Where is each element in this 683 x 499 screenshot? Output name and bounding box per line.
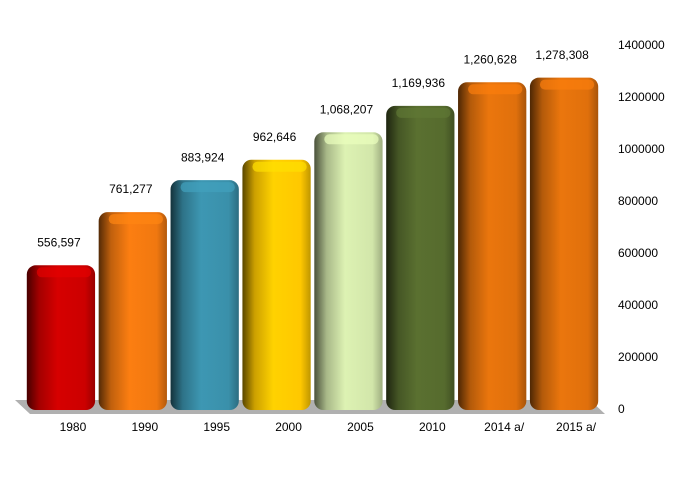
bar xyxy=(242,159,311,410)
x-tick-label: 2005 xyxy=(347,420,374,434)
y-tick-label: 1400000 xyxy=(618,38,665,52)
bar xyxy=(458,82,527,410)
bar xyxy=(529,77,599,410)
value-label: 761,277 xyxy=(109,182,153,196)
bar-top xyxy=(36,267,92,278)
y-tick-label: 200000 xyxy=(618,350,658,364)
x-tick-label: 2010 xyxy=(419,420,446,434)
bar-top xyxy=(180,182,235,193)
y-tick-label: 400000 xyxy=(618,298,658,312)
bar xyxy=(170,180,239,410)
value-label: 1,068,207 xyxy=(320,102,374,116)
x-tick-label: 2014 a/ xyxy=(484,420,525,434)
value-label: 1,260,628 xyxy=(463,52,517,66)
bar-top xyxy=(468,84,523,95)
value-label: 556,597 xyxy=(37,235,81,249)
y-tick-label: 800000 xyxy=(618,194,658,208)
y-tick-label: 1000000 xyxy=(618,142,665,156)
value-label: 1,169,936 xyxy=(392,76,446,90)
bar xyxy=(386,105,455,410)
y-tick-label: 600000 xyxy=(618,246,658,260)
bar-top xyxy=(108,214,163,225)
y-tick-label: 1200000 xyxy=(618,90,665,104)
bar xyxy=(314,132,383,410)
bar-top xyxy=(324,134,379,145)
x-tick-label: 1980 xyxy=(60,420,87,434)
value-label: 962,646 xyxy=(253,130,297,144)
bar xyxy=(98,212,167,410)
bar xyxy=(26,265,96,410)
value-label: 1,278,308 xyxy=(535,48,589,62)
y-tick-label: 0 xyxy=(618,402,625,416)
bar-top xyxy=(396,107,451,118)
x-tick-label: 2015 a/ xyxy=(556,420,597,434)
bar-top xyxy=(252,161,307,172)
bar-top xyxy=(539,79,595,90)
x-tick-label: 1990 xyxy=(131,420,158,434)
x-tick-label: 1995 xyxy=(203,420,230,434)
x-tick-label: 2000 xyxy=(275,420,302,434)
value-label: 883,924 xyxy=(181,150,225,164)
